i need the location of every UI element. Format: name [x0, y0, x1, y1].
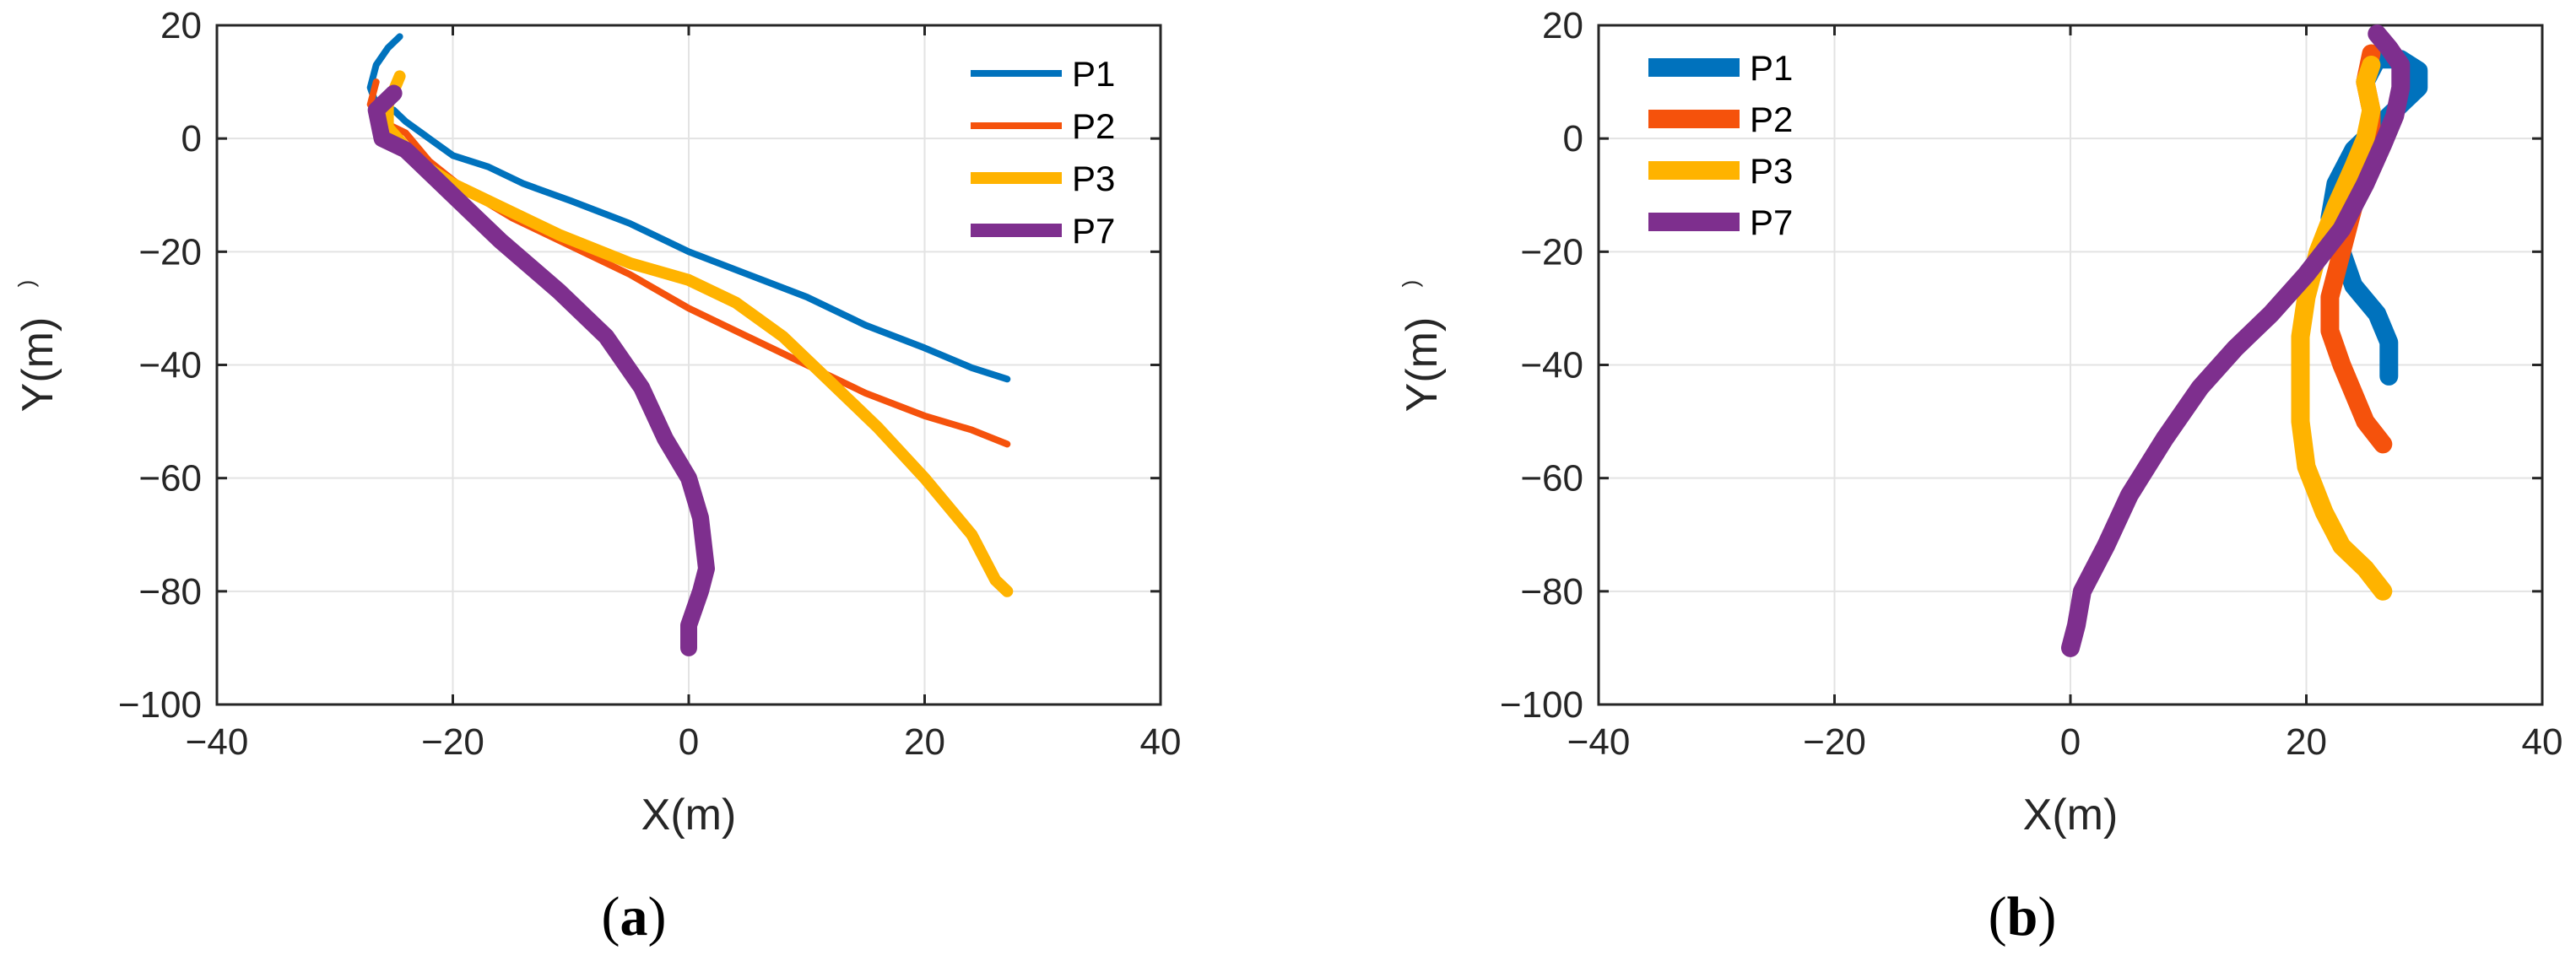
- caption-a-open: (: [602, 886, 620, 948]
- y-tick-label-a: −100: [118, 684, 202, 726]
- y-axis-label-suffix-a: ): [14, 280, 39, 288]
- legend-label-p3-b: P3: [1750, 151, 1793, 191]
- legend-label-p1-a: P1: [1072, 54, 1115, 94]
- x-tick-label-b: 20: [2286, 721, 2327, 763]
- x-tick-label-a: 40: [1140, 721, 1182, 763]
- x-axis-label-b: X(m): [2023, 791, 2119, 840]
- y-tick-label-a: −60: [138, 458, 202, 499]
- x-ticks-b: −40 −20 0 20 40: [1567, 25, 2563, 763]
- legend-b: P1 P2 P3 P7: [1648, 48, 1793, 242]
- panel-a: −40 −20 0 20 40 20 0 −20 −40 −60 −80 −100 P1 P2 P3 P7…: [14, 5, 1181, 948]
- y-tick-label-b: 0: [1563, 118, 1583, 159]
- caption-b-open: (: [1989, 886, 2007, 948]
- caption-b-letter: b: [2007, 886, 2038, 948]
- x-tick-label-b: 40: [2522, 721, 2563, 763]
- y-tick-label-b: −100: [1500, 684, 1583, 726]
- x-tick-label-a: 0: [679, 721, 699, 763]
- y-axis-label-suffix-b: ): [1398, 280, 1423, 288]
- x-tick-label-b: −40: [1567, 721, 1631, 763]
- y-tick-label-a: −20: [138, 231, 202, 273]
- y-ticks-b: 20 0 −20 −40 −60 −80 −100: [1500, 5, 2542, 726]
- y-tick-label-b: −80: [1520, 571, 1583, 613]
- legend-label-p7-b: P7: [1750, 202, 1793, 242]
- x-tick-label-b: −20: [1803, 721, 1866, 763]
- y-tick-label-b: 20: [1542, 5, 1583, 46]
- series-a: [366, 33, 1014, 656]
- grid-b: [1599, 25, 2542, 705]
- legend-label-p3-a: P3: [1072, 159, 1115, 198]
- y-tick-label-a: 20: [160, 5, 202, 46]
- caption-a-close: ): [648, 886, 667, 948]
- caption-b: (b): [1989, 886, 2057, 948]
- x-axis-label-a: X(m): [641, 791, 737, 840]
- legend-a: P1 P2 P3 P7: [971, 54, 1115, 251]
- panel-b: −40 −20 0 20 40 20 0 −20 −40 −60 −80 −100 P1 P2 P3 P7…: [1398, 5, 2562, 948]
- y-tick-label-a: 0: [181, 118, 202, 159]
- y-axis-label-b: Y(m): [1398, 317, 1447, 413]
- caption-a: (a): [602, 886, 667, 948]
- legend-label-p7-a: P7: [1072, 211, 1115, 251]
- x-tick-label-a: −20: [421, 721, 484, 763]
- series-line-p7-b: [2061, 24, 2411, 657]
- y-tick-label-a: −80: [138, 571, 202, 613]
- x-ticks-a: −40 −20 0 20 40: [186, 25, 1182, 763]
- series-b: [2061, 24, 2428, 657]
- y-tick-label-a: −40: [138, 345, 202, 386]
- y-axis-label-a: Y(m): [14, 317, 62, 413]
- x-tick-label-a: −40: [186, 721, 249, 763]
- series-line-p7-a: [367, 84, 715, 656]
- legend-label-p2-b: P2: [1750, 100, 1793, 139]
- y-tick-label-b: −40: [1520, 345, 1583, 386]
- legend-label-p1-b: P1: [1750, 48, 1793, 88]
- y-tick-label-b: −60: [1520, 458, 1583, 499]
- caption-a-letter: a: [620, 886, 648, 948]
- x-tick-label-a: 20: [904, 721, 945, 763]
- legend-label-p2-a: P2: [1072, 106, 1115, 146]
- caption-b-close: ): [2038, 886, 2056, 948]
- series-line-p3-b: [2291, 56, 2393, 601]
- y-ticks-a: 20 0 −20 −40 −60 −80 −100: [118, 5, 1161, 726]
- x-tick-label-b: 0: [2060, 721, 2081, 763]
- y-tick-label-b: −20: [1520, 231, 1583, 273]
